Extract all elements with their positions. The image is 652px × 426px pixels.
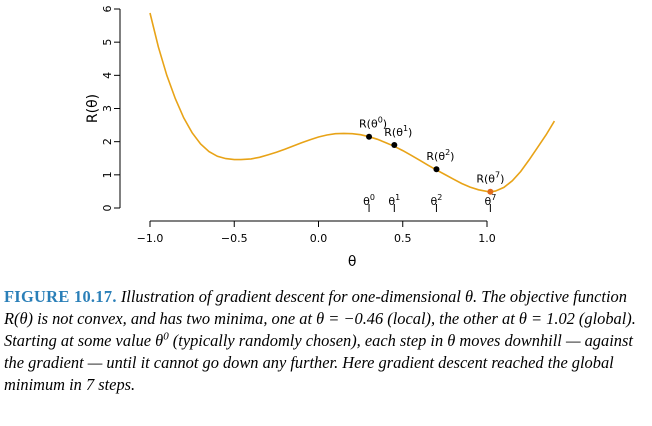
step-theta-label-1: θ1: [388, 193, 400, 208]
figure-caption: FIGURE 10.17. Illustration of gradient d…: [4, 286, 648, 396]
y-axis-title: R(θ): [85, 94, 101, 123]
x-tick-label-2: 0.0: [310, 232, 328, 245]
step-point-2: [433, 166, 440, 173]
y-tick-label-5: 5: [101, 39, 114, 46]
step-point-1: [391, 141, 398, 148]
caption-superscript: 0: [163, 330, 169, 343]
step-value-label-3: R(θ7): [476, 171, 504, 186]
step-theta-label-2: θ2: [431, 193, 443, 208]
step-theta-label-3: θ7: [484, 193, 496, 208]
step-value-label-0: R(θ0): [359, 116, 387, 131]
caption-text-part2: (typically randomly chosen), each step i…: [4, 331, 633, 394]
step-value-label-1: R(θ1): [384, 124, 412, 139]
x-axis-title: θ: [348, 254, 357, 270]
step-point-3: [487, 188, 494, 195]
y-tick-label-4: 4: [101, 72, 114, 79]
step-point-0: [366, 133, 373, 140]
plot-area: −1.0 −0.5 0.0 0.5 1.0 0 1 2 3 4 5 6 θ R(θ) R(θ0) θ0 R(θ1…: [85, 6, 556, 270]
step-theta-label-0: θ0: [363, 193, 375, 208]
y-tick-label-1: 1: [101, 171, 114, 178]
gradient-descent-chart: −1.0 −0.5 0.0 0.5 1.0 0 1 2 3 4 5 6 θ R(θ) R(θ0) θ0 R(θ1…: [85, 6, 556, 270]
caption-text-part1: Illustration of gradient descent for one…: [4, 287, 636, 350]
x-tick-label-4: 1.0: [478, 232, 496, 245]
y-tick-label-0: 0: [101, 205, 114, 212]
y-tick-label-2: 2: [101, 138, 114, 145]
x-tick-label-1: −0.5: [221, 232, 248, 245]
y-tick-label-3: 3: [101, 105, 114, 112]
x-tick-label-3: 0.5: [394, 232, 412, 245]
figure-label: FIGURE 10.17.: [4, 287, 117, 306]
x-tick-label-0: −1.0: [137, 232, 164, 245]
y-tick-label-6: 6: [101, 6, 114, 13]
step-value-label-2: R(θ2): [426, 148, 454, 163]
objective-curve: [149, 12, 556, 193]
